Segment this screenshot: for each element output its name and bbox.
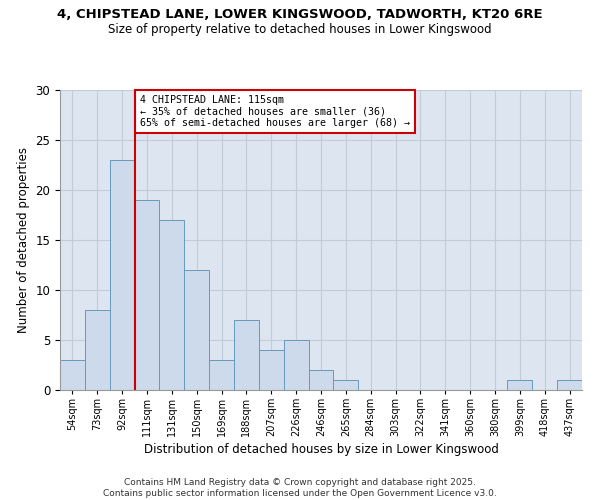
Bar bbox=[259, 350, 284, 390]
Bar bbox=[284, 340, 308, 390]
Bar bbox=[134, 200, 160, 390]
Bar bbox=[308, 370, 334, 390]
Text: Contains HM Land Registry data © Crown copyright and database right 2025.
Contai: Contains HM Land Registry data © Crown c… bbox=[103, 478, 497, 498]
Bar bbox=[508, 380, 532, 390]
Bar bbox=[209, 360, 234, 390]
Text: Size of property relative to detached houses in Lower Kingswood: Size of property relative to detached ho… bbox=[108, 22, 492, 36]
Bar bbox=[110, 160, 134, 390]
Bar bbox=[234, 320, 259, 390]
Bar bbox=[334, 380, 358, 390]
Text: 4 CHIPSTEAD LANE: 115sqm
← 35% of detached houses are smaller (36)
65% of semi-d: 4 CHIPSTEAD LANE: 115sqm ← 35% of detach… bbox=[140, 95, 410, 128]
Y-axis label: Number of detached properties: Number of detached properties bbox=[17, 147, 30, 333]
Bar bbox=[557, 380, 582, 390]
Bar bbox=[60, 360, 85, 390]
Bar bbox=[85, 310, 110, 390]
Bar bbox=[184, 270, 209, 390]
Text: Distribution of detached houses by size in Lower Kingswood: Distribution of detached houses by size … bbox=[143, 442, 499, 456]
Bar bbox=[160, 220, 184, 390]
Text: 4, CHIPSTEAD LANE, LOWER KINGSWOOD, TADWORTH, KT20 6RE: 4, CHIPSTEAD LANE, LOWER KINGSWOOD, TADW… bbox=[57, 8, 543, 20]
